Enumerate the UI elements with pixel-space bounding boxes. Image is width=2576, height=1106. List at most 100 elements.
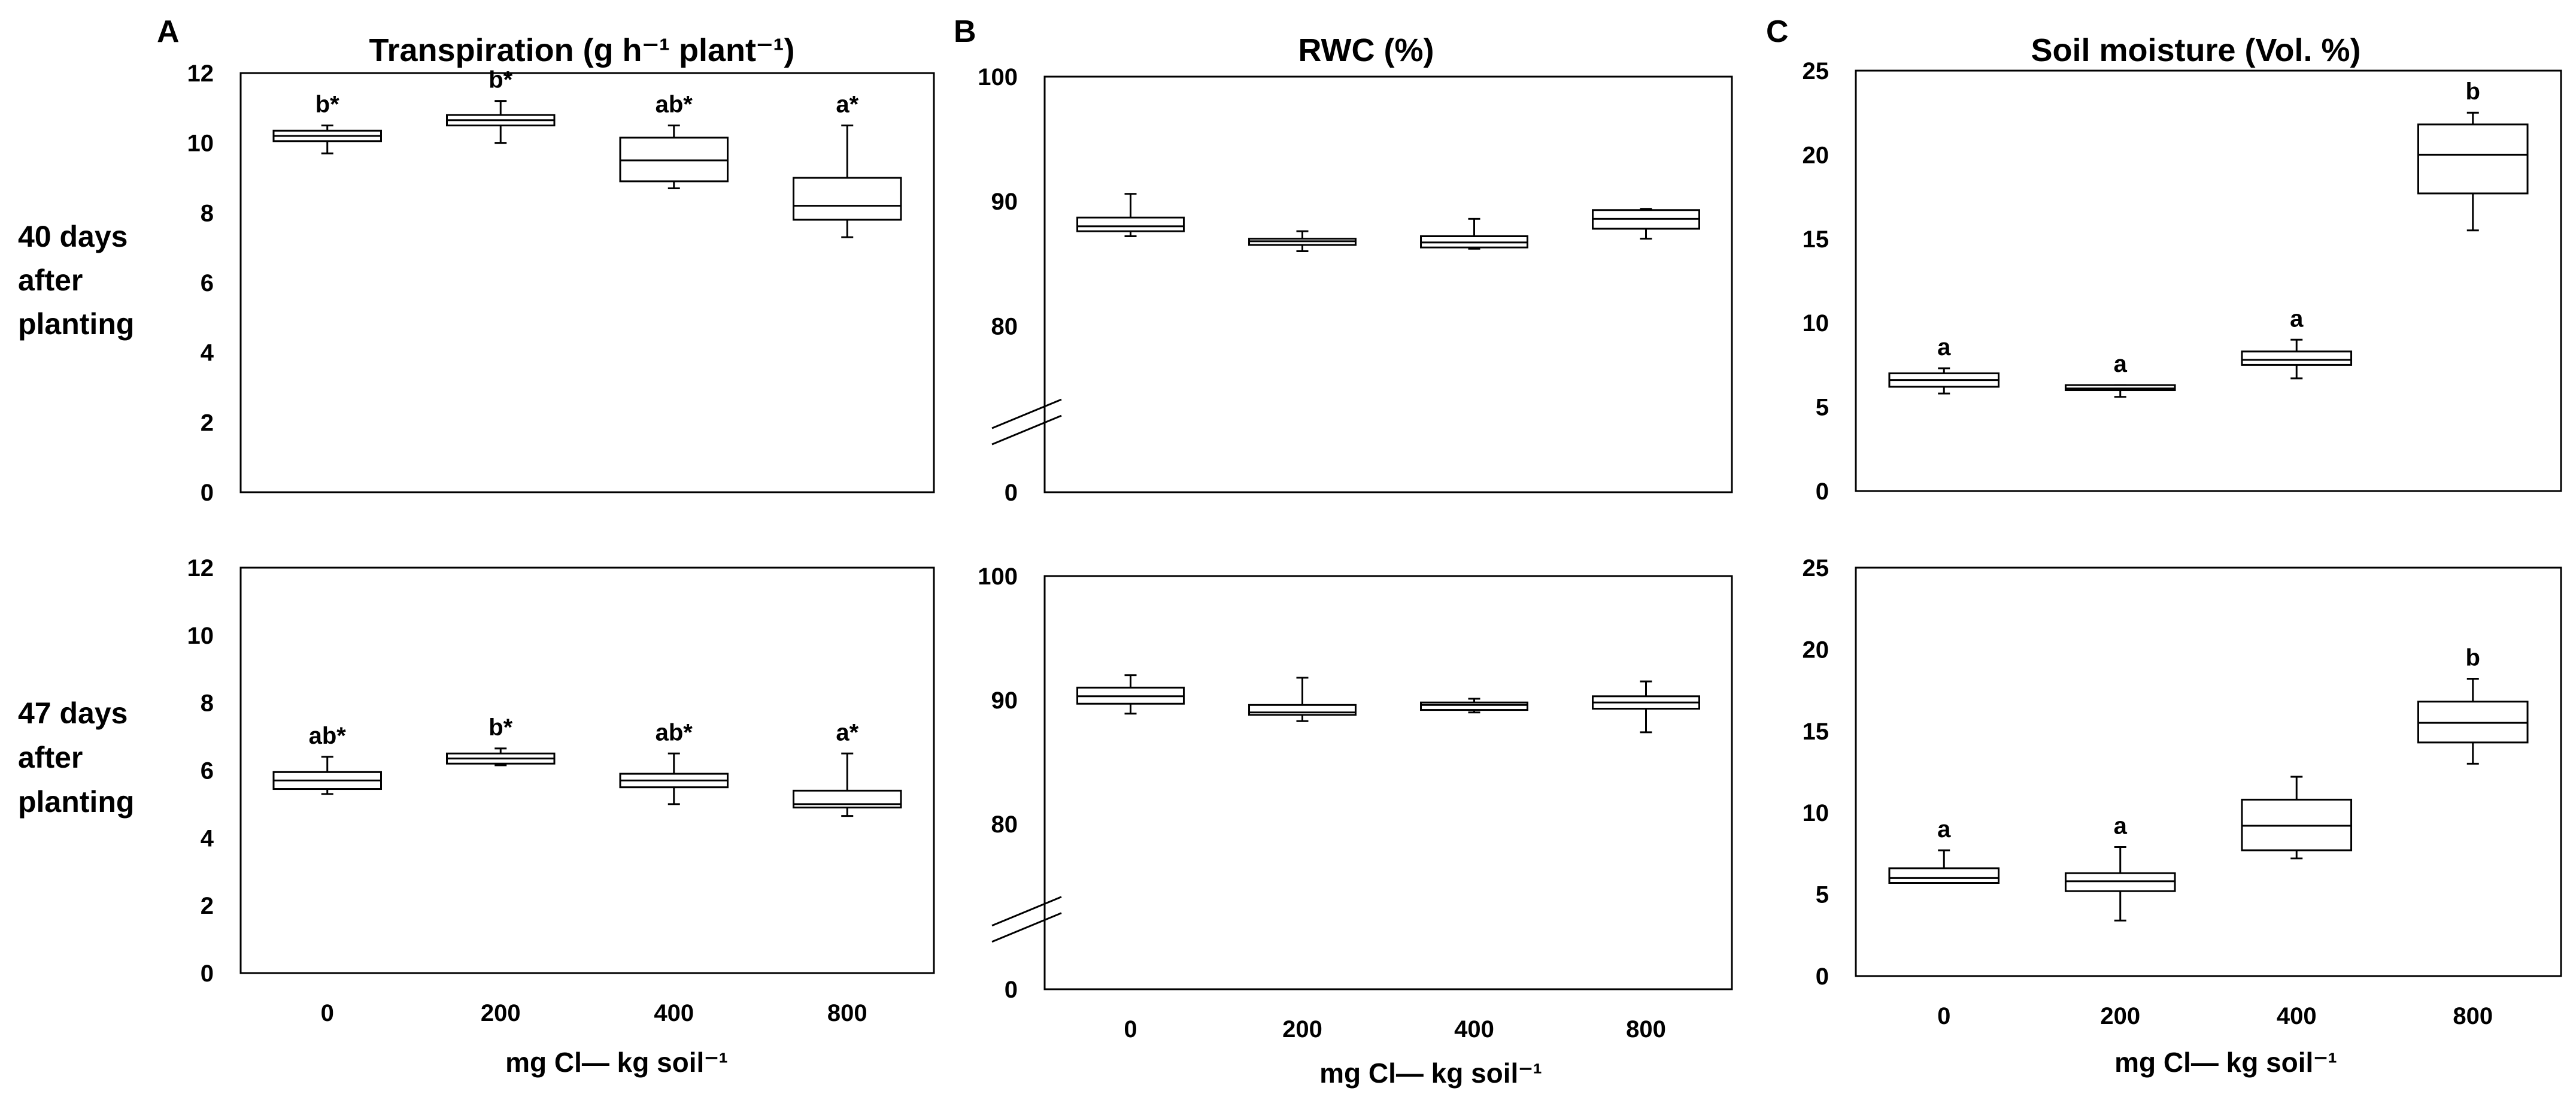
plot-frame-a-47 [239, 566, 935, 974]
significance-label: ab* [656, 719, 693, 746]
x-tick-label: 200 [481, 1000, 521, 1026]
x-tick-label: 400 [1454, 1016, 1494, 1043]
x-tick-label: 200 [1282, 1016, 1322, 1043]
y-tick-label: 4 [201, 340, 214, 366]
box-c-40-800: b [2417, 78, 2529, 232]
y-tick-label: 0 [1005, 480, 1018, 506]
y-tick-label: 12 [187, 555, 214, 581]
box-b-40-800 [1592, 208, 1700, 240]
x-tick-label: 0 [1124, 1016, 1137, 1043]
y-tick-label: 10 [187, 623, 214, 649]
x-tick-label: 800 [2453, 1003, 2493, 1029]
y-tick-label: 0 [201, 960, 214, 987]
box-c-47-0: a0 [1888, 816, 2000, 1029]
box-a-47-800: a* 800 [793, 719, 902, 1026]
box-iqr [2417, 123, 2529, 195]
box-a-47-400: ab* 400 [619, 719, 729, 1026]
y-tick-label: 10 [1803, 310, 1829, 337]
box-b-40-200 [1248, 230, 1357, 252]
significance-label: b [2466, 78, 2480, 105]
row-label-40-line2: after [18, 263, 83, 297]
x-tick-label: 200 [2100, 1003, 2140, 1029]
significance-label: a* [836, 92, 858, 118]
significance-label: a [2114, 351, 2128, 377]
significance-label: a [2114, 813, 2128, 839]
x-tick-label: 0 [321, 1000, 334, 1026]
box-b-47-800: 800 [1592, 680, 1700, 1043]
title-rwc: RWC (%) [1298, 32, 1434, 68]
significance-label: b* [315, 92, 339, 118]
y-tick-label: 10 [187, 131, 214, 157]
significance-label: ab* [656, 92, 693, 118]
box-b-47-200: 200 [1248, 677, 1357, 1043]
box-iqr [1888, 867, 2000, 884]
y-tick-label: 15 [1803, 719, 1829, 745]
significance-label: b* [489, 67, 512, 93]
box-b-47-400: 400 [1420, 698, 1528, 1043]
y-tick-label: 12 [187, 60, 214, 87]
significance-label: a [1937, 816, 1951, 843]
chart-b-40: 0 80 90 100 [978, 64, 1733, 506]
box-a-40-800: a* [793, 92, 902, 238]
y-tick-label: 10 [1803, 800, 1829, 826]
x-tick-label: 0 [1937, 1003, 1950, 1029]
y-tick-label: 2 [201, 410, 214, 436]
significance-label: a* [836, 719, 858, 746]
chart-b-47: 0 80 90 100 0 200 400 800 [978, 563, 1733, 1043]
box-iqr [1248, 704, 1357, 716]
y-tick-label: 4 [201, 825, 214, 852]
significance-label: a [2290, 305, 2304, 332]
axis-break-mark [991, 896, 1062, 927]
row-label-40-line3: planting [18, 307, 134, 341]
y-tick-label: 5 [1816, 882, 1829, 908]
x-axis-label-b: mg Cl— kg soil⁻¹ [1319, 1057, 1542, 1089]
box-c-47-800: b 800 [2417, 645, 2529, 1029]
y-tick-label: 80 [991, 811, 1018, 838]
y-tick-label: 2 [201, 893, 214, 919]
chart-a-47: 0 2 4 6 8 10 12 ab* 0 b* 200 ab* 400 a* 800 [187, 555, 935, 1026]
title-soil-moisture: Soil moisture (Vol. %) [2031, 32, 2360, 68]
x-tick-label: 800 [1626, 1016, 1666, 1043]
panel-letter-c: C [1766, 14, 1789, 49]
box-a-47-200: b* 200 [446, 714, 556, 1026]
plot-frame-b-40 [1043, 75, 1733, 493]
x-axis-label-c: mg Cl— kg soil⁻¹ [2114, 1047, 2337, 1078]
significance-label: ab* [309, 723, 347, 749]
plot-frame-b-47 [1043, 575, 1733, 990]
box-iqr [793, 177, 902, 221]
box-c-40-400: a [2241, 305, 2353, 380]
box-a-40-0: b* [272, 92, 382, 154]
chart-c-40: 0 5 10 15 20 25 a a a b [1803, 58, 2562, 505]
row-label-40-line1: 40 days [18, 220, 128, 253]
box-a-40-400: ab* [619, 92, 729, 189]
y-tick-label: 100 [978, 563, 1018, 590]
y-tick-label: 5 [1816, 395, 1829, 421]
row-label-47-line3: planting [18, 785, 134, 819]
panel-letter-a: A [157, 14, 180, 49]
plot-frame-a-40 [239, 72, 935, 493]
panel-letter-b: B [954, 14, 976, 49]
y-tick-label: 90 [991, 189, 1018, 215]
y-tick-label: 8 [201, 200, 214, 226]
box-b-40-400 [1420, 217, 1528, 250]
x-tick-label: 800 [827, 1000, 867, 1026]
y-tick-label: 90 [991, 687, 1018, 714]
y-tick-label: 0 [1816, 478, 1829, 505]
y-tick-label: 20 [1803, 142, 1829, 168]
y-tick-label: 0 [1005, 977, 1018, 1003]
y-tick-label: 6 [201, 270, 214, 296]
axis-break-mark [991, 398, 1062, 429]
row-label-47-line1: 47 days [18, 696, 128, 730]
y-tick-label: 25 [1803, 555, 1829, 581]
plot-frame-c-40 [1855, 69, 2562, 492]
title-transpiration: Transpiration (g h⁻¹ plant⁻¹) [369, 32, 795, 68]
plot-frame-c-47 [1855, 566, 2562, 977]
box-iqr [1076, 216, 1185, 232]
x-axis-label-a: mg Cl— kg soil⁻¹ [505, 1047, 728, 1078]
axis-break-mark [991, 414, 1062, 446]
y-tick-label: 20 [1803, 637, 1829, 663]
y-tick-label: 15 [1803, 226, 1829, 253]
box-a-47-0: ab* 0 [272, 723, 382, 1026]
